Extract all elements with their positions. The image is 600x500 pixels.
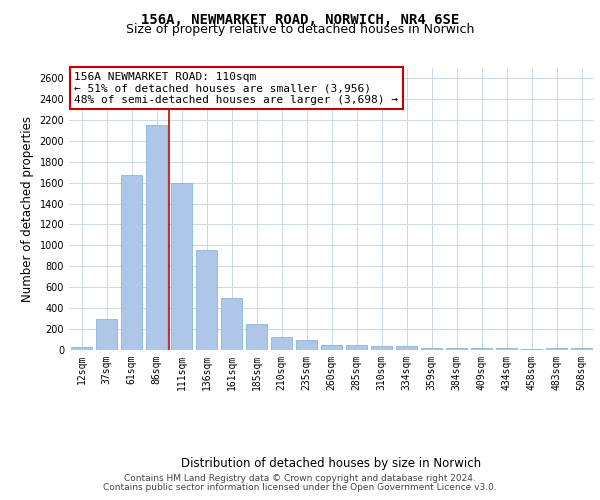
Bar <box>246 324 267 350</box>
Bar <box>571 348 592 350</box>
Bar <box>196 250 217 350</box>
Bar <box>321 345 342 350</box>
Bar <box>496 348 517 350</box>
Bar <box>346 345 367 350</box>
Bar <box>96 318 117 350</box>
Bar <box>121 176 142 350</box>
Bar <box>446 348 467 350</box>
Bar <box>71 348 92 350</box>
Bar <box>421 348 442 350</box>
Bar <box>396 346 417 350</box>
Y-axis label: Number of detached properties: Number of detached properties <box>21 116 34 302</box>
Text: 156A NEWMARKET ROAD: 110sqm
← 51% of detached houses are smaller (3,956)
48% of : 156A NEWMARKET ROAD: 110sqm ← 51% of det… <box>74 72 398 105</box>
Bar <box>171 183 192 350</box>
Text: Contains HM Land Registry data © Crown copyright and database right 2024.: Contains HM Land Registry data © Crown c… <box>124 474 476 483</box>
X-axis label: Distribution of detached houses by size in Norwich: Distribution of detached houses by size … <box>181 457 482 470</box>
Text: 156A, NEWMARKET ROAD, NORWICH, NR4 6SE: 156A, NEWMARKET ROAD, NORWICH, NR4 6SE <box>141 12 459 26</box>
Text: Contains public sector information licensed under the Open Government Licence v3: Contains public sector information licen… <box>103 484 497 492</box>
Bar <box>546 348 567 350</box>
Bar <box>271 338 292 350</box>
Bar <box>296 340 317 350</box>
Bar <box>471 348 492 350</box>
Bar <box>146 125 167 350</box>
Bar <box>221 298 242 350</box>
Text: Size of property relative to detached houses in Norwich: Size of property relative to detached ho… <box>126 24 474 36</box>
Bar <box>371 346 392 350</box>
